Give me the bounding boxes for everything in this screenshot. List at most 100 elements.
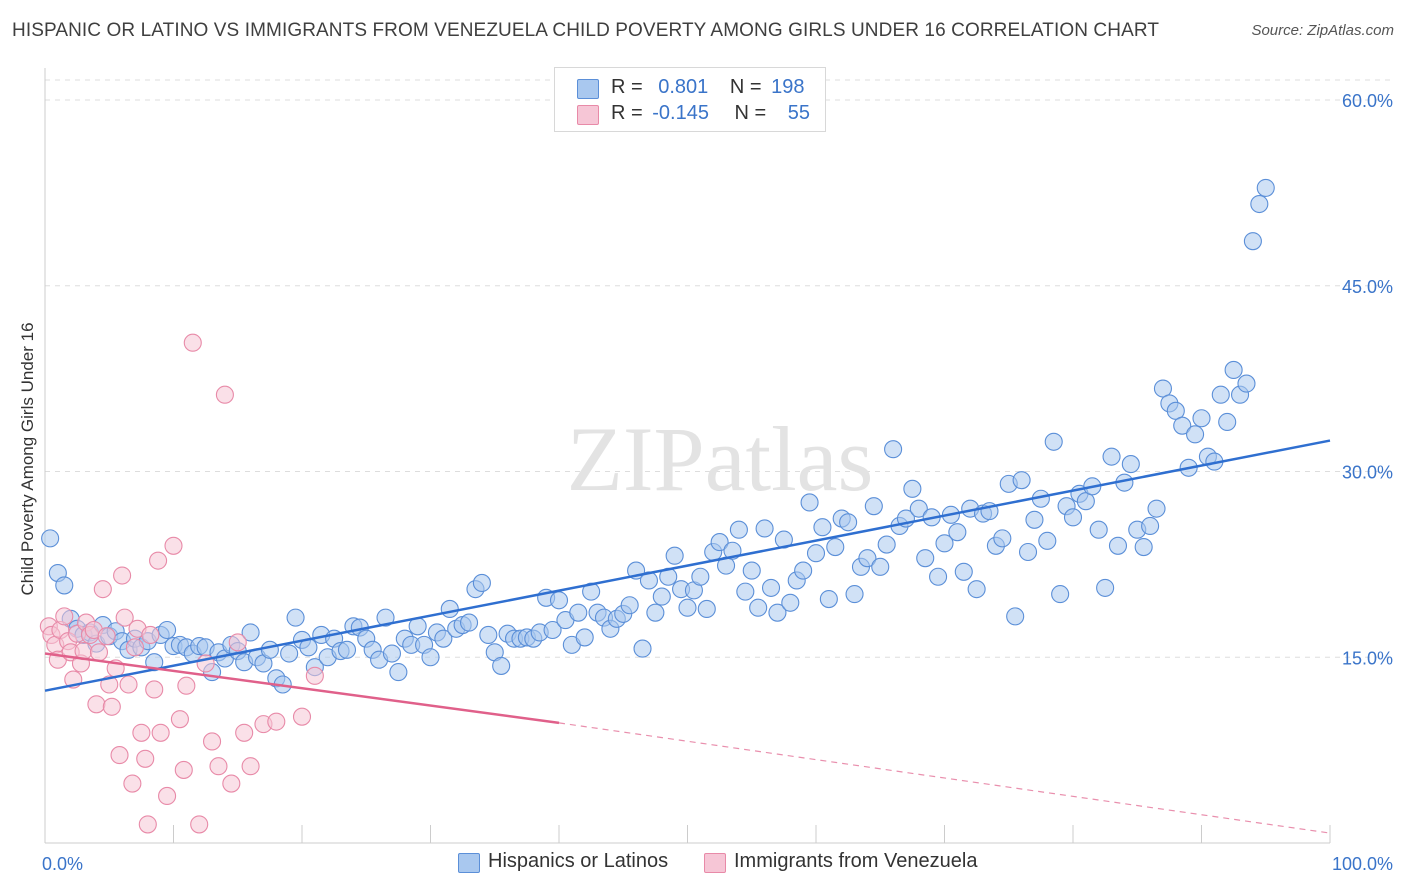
hispanic-point [382,644,402,663]
venezuela-point [215,385,234,404]
venezuela-point [110,746,129,765]
hispanic-point [929,567,948,586]
hispanic-point [459,613,479,632]
hispanic-point [755,519,774,538]
trend-lines [44,439,1331,834]
venezuela-point [228,633,247,652]
hispanic-point [1141,516,1160,536]
legend-r-value: -0.145 [652,102,709,124]
legend-n-label: N = [734,102,767,124]
hispanic-point [1147,499,1166,518]
venezuela-point [164,536,183,555]
legend-r-value: 0.801 [658,76,709,98]
venezuela-point [158,786,177,805]
venezuela-point [190,815,209,834]
venezuela-point [305,666,324,685]
venezuela-point [113,566,132,585]
source-label: Source: ZipAtlas.com [1251,22,1394,39]
hispanic-point [280,644,299,663]
y-tick-label: 15.0% [1342,648,1393,668]
venezuela-point [141,625,160,645]
legend-r-label: R = [611,102,643,124]
watermark: ZIPatlas [567,408,874,510]
x-tick-label: 100.0% [1332,854,1393,874]
y-tick-label: 45.0% [1342,277,1393,297]
hispanic-point [440,599,459,619]
hispanic-point [1018,542,1038,562]
hispanic-point [633,639,652,658]
hispanic-point [819,589,838,609]
hispanic-point [839,513,858,532]
hispanic-point [479,625,498,645]
hispanic-point [1051,585,1070,604]
hispanic-point [472,573,491,593]
venezuela-point [151,723,170,742]
hispanic-point [55,576,74,595]
venezuela-point [123,774,142,793]
hispanic-point [858,549,877,568]
venezuela-point [136,749,155,768]
hispanic-point [884,440,903,459]
axes [44,68,1331,844]
venezuela-point [145,680,164,699]
venezuela-point [132,723,151,742]
legend-n-value: 55 [787,102,811,124]
stats-legend: R = 0.801 N = 198 R = -0.145 N = 55 [554,67,826,132]
hispanic-point [935,534,954,553]
hispanic-point [1243,232,1262,251]
hispanic-point [1256,178,1275,197]
y-tick-label: 30.0% [1342,463,1393,483]
hispanic-point [871,557,890,576]
hispanic-point [1237,374,1256,393]
venezuela-point [183,333,202,352]
hispanic-point [543,620,562,640]
legend-n-label: N = [729,76,762,98]
hispanic-point [286,608,305,627]
hispanic-point [1121,455,1140,474]
venezuela-point [174,760,193,779]
venezuela-point [102,697,121,716]
hispanic-point [421,648,440,667]
y-tick-label: 60.0% [1342,91,1393,111]
bottom-legend-swatch-venezuela [704,853,726,873]
gridlines [45,79,1392,658]
venezuela-point [292,707,312,726]
hispanic-point [697,599,716,619]
venezuela-point [93,580,112,599]
hispanic-point [1012,471,1031,490]
hispanic-trend-line [44,439,1331,692]
hispanic-point [813,518,832,537]
hispanic-point [665,546,684,565]
venezuela-point [267,712,286,731]
hispanic-point [1096,578,1115,597]
hispanic-point [492,656,511,675]
hispanic-point [678,598,697,617]
hispanic-point [1063,508,1083,527]
venezuela-point [149,551,168,570]
hispanic-point [260,640,279,659]
hispanic-point [749,598,768,617]
venezuela-point [119,675,138,694]
hispanic-point [652,587,671,606]
legend-swatch-hispanic [577,79,599,99]
hispanic-point [710,533,729,552]
hispanic-point [575,628,594,647]
hispanic-point [646,603,665,622]
venezuela-trend-line [44,652,560,725]
chart-title: HISPANIC OR LATINO VS IMMIGRANTS FROM VE… [12,20,1160,41]
hispanic-point [967,580,986,599]
venezuela-point [241,757,260,776]
hispanic-point [903,479,922,498]
venezuela-point [125,638,144,657]
bottom-legend-label: Immigrants from Venezuela [734,850,978,872]
hispanic-point [241,623,260,642]
hispanic-point [158,620,177,640]
hispanic-point [864,497,883,516]
hispanic-point [729,520,748,539]
hispanic-point [1173,416,1192,435]
hispanic-point [569,603,588,622]
hispanic-point [954,562,973,581]
venezuela-points [39,333,324,834]
legend-r-label: R = [611,76,643,98]
venezuela-point [177,676,196,695]
